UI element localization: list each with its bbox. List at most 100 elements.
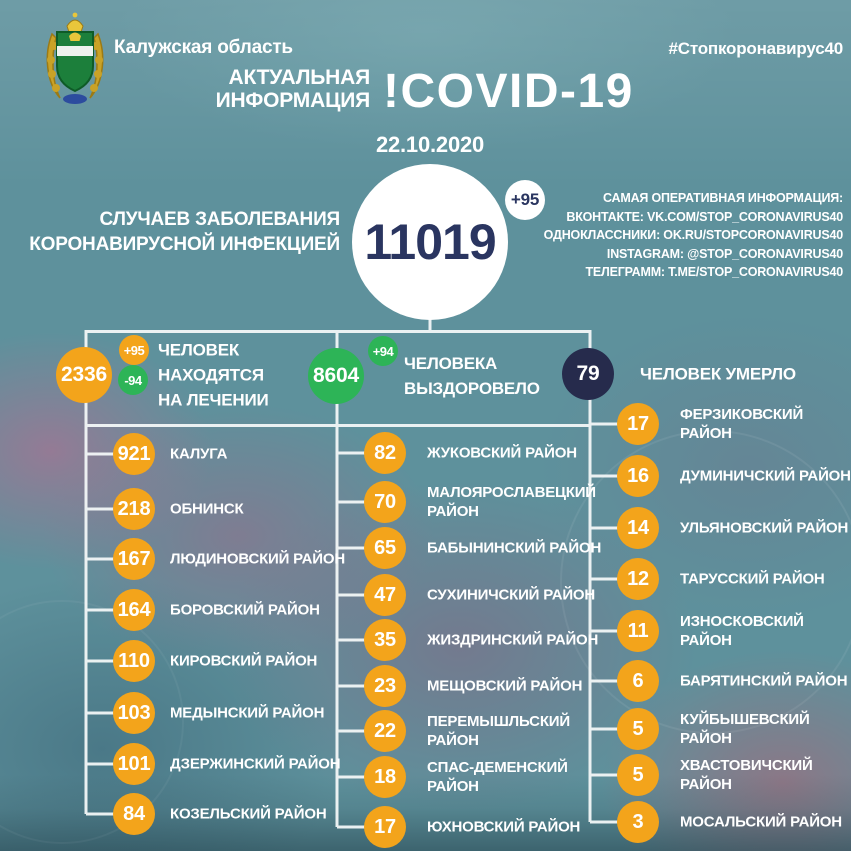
recovered-delta-badge: +94 <box>368 336 398 366</box>
deaths-label: ЧЕЛОВЕК УМЕРЛО <box>640 364 796 384</box>
social-link: ТЕЛЕГРАММ: T.ME/STOP_CORONAVIRUS40 <box>585 265 843 279</box>
district-count: 35 <box>374 628 396 651</box>
district-name: ЮХНОВСКИЙ РАЙОН <box>427 818 581 836</box>
district-count: 164 <box>117 598 151 621</box>
district-count-circle: 11 <box>617 610 659 652</box>
district-name: УЛЬЯНОВСКИЙ РАЙОН <box>680 519 849 537</box>
district-count-circle: 22 <box>364 710 406 752</box>
district-count: 103 <box>117 701 151 724</box>
district-count: 17 <box>627 412 649 435</box>
active-cases-delta-down-badge: -94 <box>118 365 148 395</box>
district-name: БАБЫНИНСКИЙ РАЙОН <box>427 539 602 557</box>
region-title: Калужская область <box>114 37 293 58</box>
district-count-circle: 164 <box>113 589 155 631</box>
total-cases-circle: 11019 <box>352 164 508 320</box>
district-count: 22 <box>374 719 396 742</box>
district-name: ДУМИНИЧСКИЙ РАЙОН <box>680 467 851 485</box>
district-count: 6 <box>632 669 644 692</box>
district-name: СУХИНИЧСКИЙ РАЙОН <box>427 586 596 604</box>
kaluga-coat-of-arms <box>46 12 104 104</box>
district-name: СПАС-ДЕМЕНСКИЙ РАЙОН <box>427 759 568 795</box>
district-count-circle: 218 <box>113 488 155 530</box>
district-count-circle: 6 <box>617 660 659 702</box>
district-count: 12 <box>627 567 649 590</box>
district-name: МОСАЛЬСКИЙ РАЙОН <box>680 813 842 831</box>
district-name: КУЙБЫШЕВСКИЙ РАЙОН <box>680 711 810 747</box>
district-count: 110 <box>118 649 150 672</box>
active-cases-delta-up-badge: +95 <box>119 335 149 365</box>
district-count-circle: 35 <box>364 619 406 661</box>
district-name: ПЕРЕМЫШЛЬСКИЙ РАЙОН <box>427 713 570 749</box>
district-name: ХВАСТОВИЧСКИЙ РАЙОН <box>680 757 813 793</box>
district-name: КАЛУГА <box>170 445 228 463</box>
district-count: 47 <box>374 583 396 606</box>
district-name: ФЕРЗИКОВСКИЙ РАЙОН <box>680 406 804 442</box>
district-count: 84 <box>123 802 145 825</box>
district-name: КОЗЕЛЬСКИЙ РАЙОН <box>170 805 327 823</box>
district-count: 82 <box>374 441 396 464</box>
district-count-circle: 84 <box>113 793 155 835</box>
district-count-circle: 3 <box>617 801 659 843</box>
district-count: 218 <box>117 497 151 520</box>
district-count-circle: 101 <box>113 743 155 785</box>
district-count-circle: 14 <box>617 507 659 549</box>
district-count: 16 <box>627 464 649 487</box>
district-count: 11 <box>627 619 649 642</box>
district-name: ТАРУССКИЙ РАЙОН <box>680 570 825 588</box>
total-cases-value: 11019 <box>364 214 496 270</box>
virus-ring-decoration <box>560 430 851 734</box>
recovered-value: 8604 <box>313 364 359 387</box>
district-count-circle: 16 <box>617 455 659 497</box>
district-name: БАРЯТИНСКИЙ РАЙОН <box>680 672 848 690</box>
deaths-value: 79 <box>576 362 600 385</box>
district-count-circle: 17 <box>364 806 406 848</box>
district-count-circle: 70 <box>364 481 406 523</box>
district-count-circle: 47 <box>364 574 406 616</box>
district-count: 5 <box>632 717 644 740</box>
district-name: МЕЩОВСКИЙ РАЙОН <box>427 677 583 695</box>
social-heading: САМАЯ ОПЕРАТИВНАЯ ИНФОРМАЦИЯ: <box>603 191 843 205</box>
district-name: ЖИЗДРИНСКИЙ РАЙОН <box>427 631 599 649</box>
recovered-circle: 8604 <box>308 348 364 404</box>
district-name: КИРОВСКИЙ РАЙОН <box>170 652 318 670</box>
district-count: 167 <box>117 547 151 570</box>
covid-title: !COVID-19 <box>383 65 634 118</box>
district-name: ЛЮДИНОВСКИЙ РАЙОН <box>170 550 345 568</box>
district-name: ЖУКОВСКИЙ РАЙОН <box>427 444 577 462</box>
active-cases-circle: 2336 <box>56 347 112 403</box>
campaign-hashtag: #Стопкоронавирус40 <box>668 39 843 58</box>
district-count-circle: 5 <box>617 708 659 750</box>
district-name: ИЗНОСКОВСКИЙ РАЙОН <box>680 613 804 649</box>
district-name: МАЛОЯРОСЛАВЕЦКИЙ РАЙОН <box>427 484 596 520</box>
total-cases-delta-badge: +95 <box>505 180 545 220</box>
recovered-label: ЧЕЛОВЕКА ВЫЗДОРОВЕЛО <box>404 354 540 398</box>
district-count-circle: 65 <box>364 527 406 569</box>
district-count-circle: 82 <box>364 432 406 474</box>
district-count-circle: 103 <box>113 692 155 734</box>
deaths-circle: 79 <box>562 348 614 400</box>
district-name: БОРОВСКИЙ РАЙОН <box>170 601 320 619</box>
district-count: 23 <box>374 674 396 697</box>
info-title: АКТУАЛЬНАЯ ИНФОРМАЦИЯ <box>215 66 371 112</box>
social-link: ОДНОКЛАССНИКИ: OK.RU/STOPCORONAVIRUS40 <box>543 228 844 242</box>
district-count: 5 <box>632 763 644 786</box>
district-name: ОБНИНСК <box>170 500 244 518</box>
district-count: 65 <box>374 536 396 559</box>
social-info-block: САМАЯ ОПЕРАТИВНАЯ ИНФОРМАЦИЯ: ВКОНТАКТЕ:… <box>543 189 844 282</box>
district-count-circle: 167 <box>113 538 155 580</box>
active-cases-value: 2336 <box>61 363 107 386</box>
district-count: 18 <box>374 765 396 788</box>
active-cases-label: ЧЕЛОВЕК НАХОДЯТСЯ НА ЛЕЧЕНИИ <box>158 340 269 410</box>
district-count: 17 <box>374 815 396 838</box>
social-link: ВКОНТАКТЕ: VK.COM/STOP_CORONAVIRUS40 <box>566 209 843 224</box>
district-count-circle: 921 <box>113 433 155 475</box>
district-name: ДЗЕРЖИНСКИЙ РАЙОН <box>170 755 341 773</box>
district-count: 3 <box>632 810 644 833</box>
district-count-circle: 110 <box>113 640 155 682</box>
district-count-circle: 18 <box>364 756 406 798</box>
district-count: 101 <box>117 752 151 775</box>
total-cases-label: СЛУЧАЕВ ЗАБОЛЕВАНИЯ КОРОНАВИРУСНОЙ ИНФЕК… <box>29 209 340 255</box>
district-count-circle: 12 <box>617 558 659 600</box>
report-date: 22.10.2020 <box>375 132 485 157</box>
